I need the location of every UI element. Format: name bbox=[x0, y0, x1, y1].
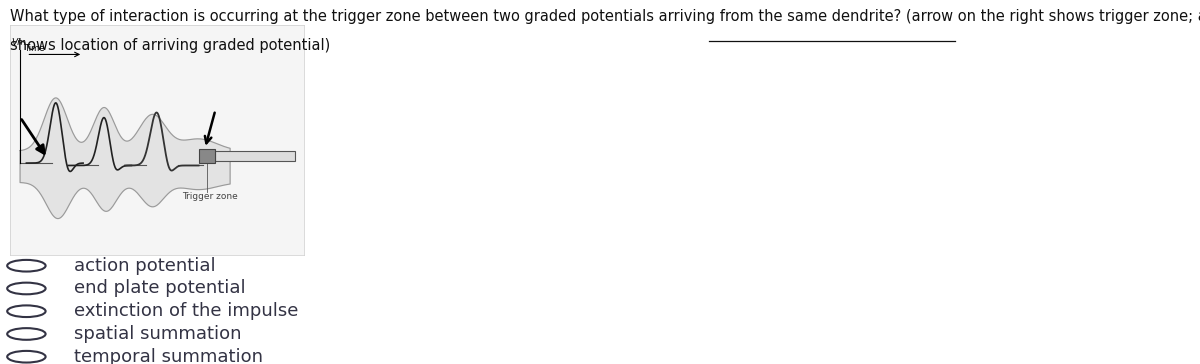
Text: shows location of arriving graded potential): shows location of arriving graded potent… bbox=[10, 38, 330, 53]
Text: temporal summation: temporal summation bbox=[74, 348, 264, 364]
Text: What type of interaction is occurring at the trigger zone between two graded pot: What type of interaction is occurring at… bbox=[10, 9, 1200, 24]
Text: extinction of the impulse: extinction of the impulse bbox=[74, 302, 299, 320]
Bar bbox=[199, 149, 216, 163]
Polygon shape bbox=[20, 98, 230, 219]
Bar bbox=[216, 151, 295, 161]
Text: Time: Time bbox=[24, 44, 44, 53]
Text: Vm: Vm bbox=[12, 38, 26, 47]
Text: action potential: action potential bbox=[74, 257, 216, 275]
Text: end plate potential: end plate potential bbox=[74, 280, 246, 297]
Text: spatial summation: spatial summation bbox=[74, 325, 242, 343]
Text: Trigger zone: Trigger zone bbox=[182, 192, 238, 201]
